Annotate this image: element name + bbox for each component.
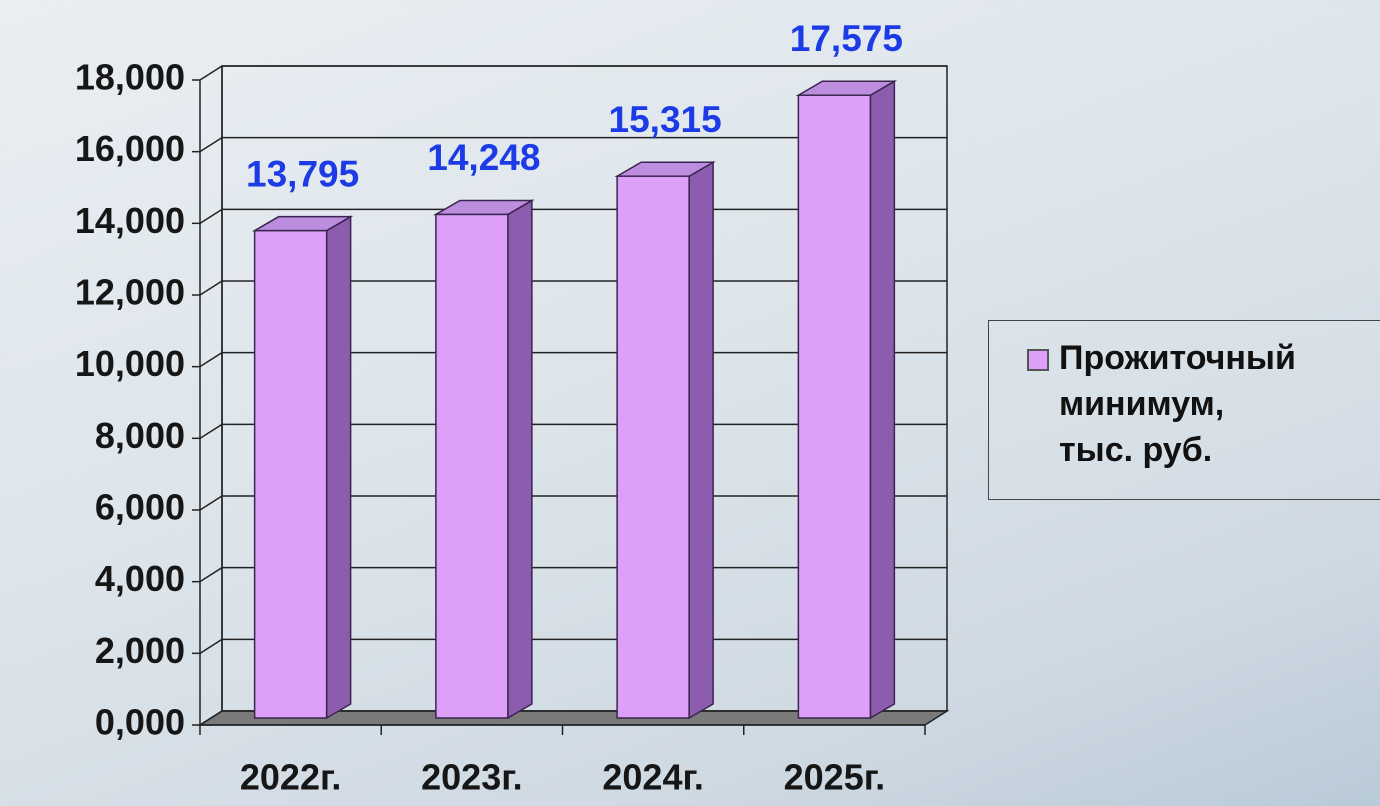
bar — [616, 175, 690, 719]
y-tick-label: 14,000 — [75, 200, 185, 241]
bar-side — [507, 199, 533, 720]
bar-side — [869, 79, 896, 720]
bar — [435, 213, 509, 719]
y-tick-label: 2,000 — [95, 630, 185, 671]
value-label: 15,315 — [609, 99, 722, 140]
grid-line — [199, 208, 223, 224]
legend: Прожиточный минимум, тыс. руб. — [988, 320, 1380, 500]
grid-line — [199, 495, 223, 511]
grid-line — [199, 65, 223, 81]
y-tick-label: 6,000 — [95, 487, 185, 528]
bar — [253, 229, 328, 719]
y-tick-label: 0,000 — [95, 702, 185, 743]
grid-line — [199, 423, 223, 439]
value-label: 13,795 — [246, 153, 359, 194]
legend-label: Прожиточный минимум, тыс. руб. — [1059, 339, 1296, 469]
y-tick-label: 4,000 — [95, 558, 185, 599]
bar-side — [325, 215, 352, 720]
y-tick-label: 16,000 — [75, 128, 185, 169]
x-tick-label: 2022г. — [240, 757, 341, 798]
grid-line — [199, 638, 223, 654]
y-tick-label: 10,000 — [75, 343, 185, 384]
grid-line — [199, 710, 223, 726]
value-label: 17,575 — [790, 18, 903, 59]
value-label: 14,248 — [427, 137, 540, 178]
y-tick-label: 18,000 — [75, 57, 185, 98]
grid-line — [199, 352, 223, 368]
x-tick-label: 2025г. — [784, 757, 885, 798]
y-tick-label: 8,000 — [95, 415, 185, 456]
grid-line — [199, 567, 223, 583]
x-tick-label: 2024г. — [602, 757, 703, 798]
grid-line — [199, 137, 223, 153]
grid-line — [199, 280, 223, 296]
legend-swatch — [1027, 349, 1049, 371]
bar-side — [688, 160, 714, 720]
bar — [797, 94, 872, 719]
y-tick-label: 12,000 — [75, 272, 185, 313]
x-tick-label: 2023г. — [421, 757, 522, 798]
